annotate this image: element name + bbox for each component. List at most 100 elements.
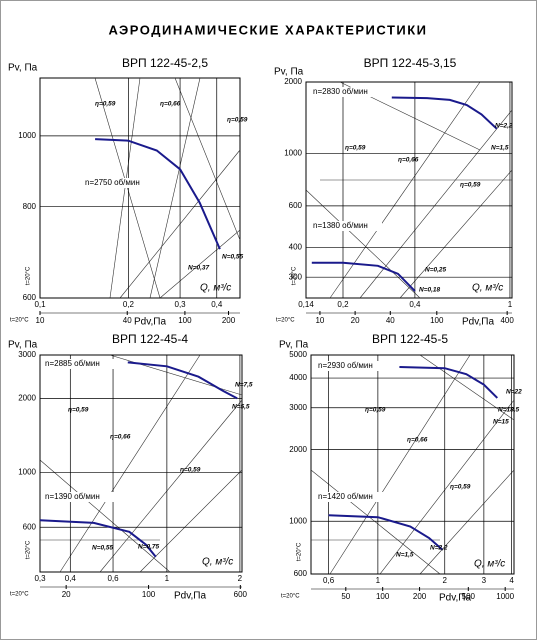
annotation: η=0,66	[407, 437, 428, 444]
annotation: η=0,66	[398, 157, 419, 164]
annotation: η=0,66	[160, 101, 181, 108]
chart-title: ВРП 122-45-3,15	[364, 56, 457, 70]
label-bg	[44, 492, 114, 502]
y-axis-label: Pv, Па	[274, 67, 304, 78]
x-axis-label: Q, м³/с	[472, 283, 503, 294]
x-tick-label: 0,1	[34, 300, 46, 309]
x-tick-label: 4	[509, 576, 514, 585]
annotation: N=2,2	[430, 545, 448, 552]
guide-line	[305, 189, 421, 299]
annotation: N=0,55	[222, 254, 244, 261]
series-name: n=2830 об/мин	[313, 87, 368, 96]
x-tick-label: 0,3	[34, 574, 46, 583]
y-tick-label: 600	[23, 522, 37, 531]
annotation: η=0,59	[227, 117, 248, 124]
annotation: N=0,75	[138, 544, 160, 551]
series-name: n=1380 об/мин	[313, 221, 368, 230]
x2-axis-label: Pdv,Па	[134, 317, 166, 328]
y-tick-label: 3000	[289, 403, 307, 412]
x2-tick-label: 40	[386, 316, 395, 325]
y-axis-label: Pv, Па	[8, 340, 38, 351]
series-name: n=1420 об/мин	[318, 492, 373, 501]
guide-line	[329, 81, 481, 299]
x-axis-label: Q, м³/с	[200, 283, 231, 294]
t-label: t=20°С	[276, 318, 295, 324]
y-tick-label: 5000	[289, 350, 307, 359]
annotation: N=0,55	[92, 545, 114, 552]
t-label: t=20°С	[297, 542, 303, 561]
series-name: n=1390 об/мин	[45, 492, 100, 501]
curve	[95, 138, 221, 250]
y-tick-label: 2000	[284, 77, 302, 86]
x2-axis-label: Pdv,Па	[439, 593, 471, 604]
annotation: η=0,59	[460, 182, 481, 189]
annotation: N=0,18	[419, 287, 441, 294]
x-tick-label: 2	[238, 574, 243, 583]
x-tick-label: 0,2	[123, 300, 135, 309]
page-title: АЭРОДИНАМИЧЕСКИЕ ХАРАКТЕРИСТИКИ	[108, 22, 427, 37]
guide-line	[39, 459, 171, 573]
x-tick-label: 0,3	[175, 300, 187, 309]
x2-tick-label: 600	[234, 590, 248, 599]
annotation: η=0,66	[110, 434, 131, 441]
label-bg	[84, 178, 154, 188]
annotation: η=0,59	[180, 467, 201, 474]
label-bg	[312, 87, 382, 97]
t-label: t=20°С	[10, 592, 29, 598]
x-tick-label: 2	[443, 576, 448, 585]
x-tick-label: 0,4	[65, 574, 77, 583]
annotation: η=0,59	[95, 101, 116, 108]
x2-tick-label: 100	[430, 316, 444, 325]
t-label: t=20°С	[26, 540, 32, 559]
x2-tick-label: 50	[341, 592, 350, 601]
y-tick-label: 3000	[18, 350, 36, 359]
x2-tick-label: 10	[36, 316, 45, 325]
x-tick-label: 1	[376, 576, 381, 585]
annotation: N=15	[493, 419, 509, 426]
y-axis-label: Pv, Па	[279, 340, 309, 351]
guide-line	[399, 169, 513, 299]
y-tick-label: 600	[289, 201, 303, 210]
x2-axis-label: Pdv,Па	[462, 317, 494, 328]
label-bg	[317, 492, 387, 502]
curve	[311, 261, 416, 292]
guide-line	[99, 399, 243, 573]
guide-line	[329, 354, 471, 575]
x2-tick-label: 1000	[496, 592, 514, 601]
label-bg	[44, 359, 114, 369]
label-bg	[312, 221, 382, 231]
x-tick-label: 0,2	[337, 300, 349, 309]
chart-title: ВРП 122-45-2,5	[122, 56, 208, 70]
x2-tick-label: 200	[222, 316, 236, 325]
x-tick-label: 1	[165, 574, 170, 583]
chart-title: ВРП 122-45-5	[372, 332, 448, 346]
annotation: η=0,59	[345, 145, 366, 152]
annotation: N=18,5	[498, 407, 520, 414]
x-axis-label: Q, м³/с	[474, 559, 505, 570]
chart-title: ВРП 122-45-4	[112, 332, 188, 346]
x2-tick-label: 500	[462, 592, 476, 601]
y-tick-label: 1000	[289, 516, 307, 525]
y-axis-label: Pv, Па	[8, 63, 38, 74]
x2-tick-label: 400	[500, 316, 514, 325]
annotation: N=7,5	[235, 382, 253, 389]
y-tick-label: 400	[289, 243, 303, 252]
guide-line	[59, 354, 201, 573]
annotation: N=1,5	[491, 145, 509, 152]
x2-tick-label: 100	[142, 590, 156, 599]
series-name: n=2930 об/мин	[318, 361, 373, 370]
annotation: N=2,2	[495, 123, 513, 130]
x2-tick-label: 200	[413, 592, 427, 601]
guide-line	[379, 399, 515, 575]
plot-area	[39, 354, 243, 573]
x2-tick-label: 40	[123, 316, 132, 325]
guide-line	[419, 469, 515, 575]
annotation: N=0,37	[188, 265, 210, 272]
x-tick-label: 0,4	[211, 300, 223, 309]
t-label: t=20°С	[10, 318, 29, 324]
guide-line	[139, 469, 243, 573]
y-tick-label: 1000	[284, 148, 302, 157]
guide-line	[359, 109, 513, 299]
